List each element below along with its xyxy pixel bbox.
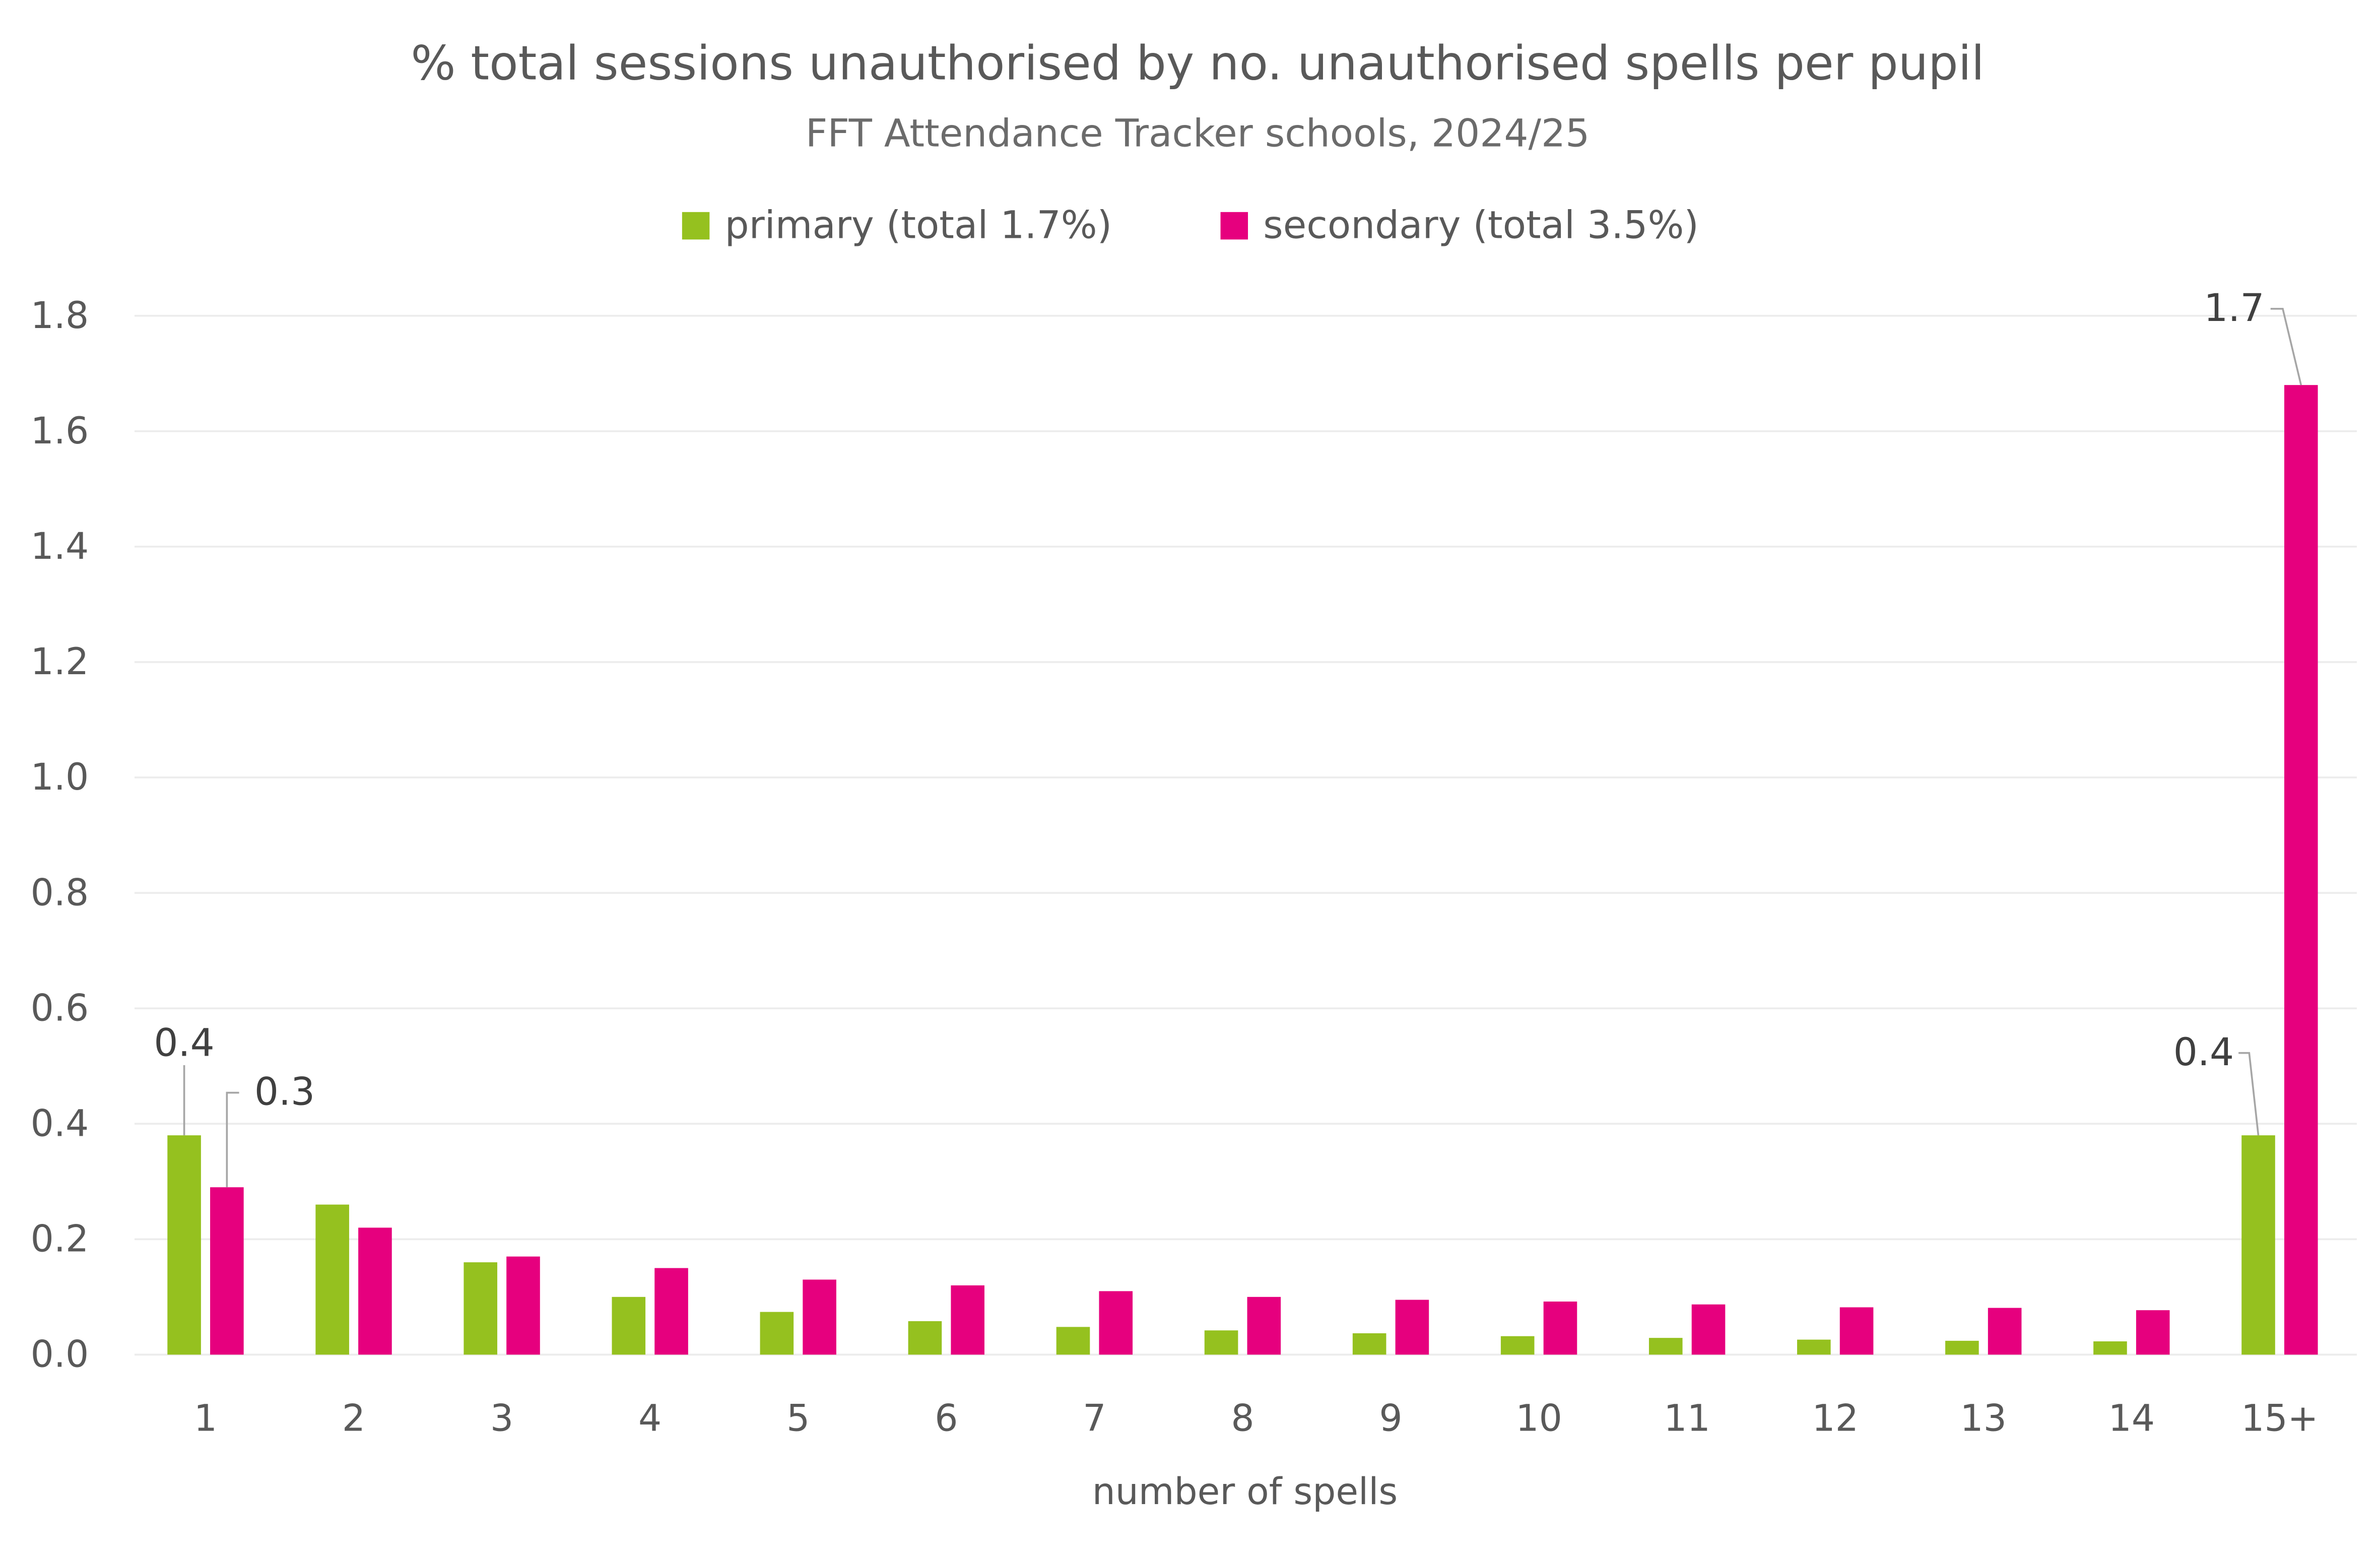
- x-tick-label: 7: [1083, 1398, 1106, 1440]
- x-tick-label: 10: [1515, 1398, 1562, 1440]
- x-tick-label: 8: [1231, 1398, 1254, 1440]
- bar-secondary: [506, 1256, 540, 1355]
- y-tick-label: 0.6: [31, 987, 89, 1029]
- y-tick-label: 0.0: [31, 1334, 89, 1376]
- y-tick-label: 1.0: [31, 756, 89, 799]
- bar-primary: [612, 1296, 646, 1355]
- x-tick-label: 12: [1812, 1398, 1858, 1440]
- bar-secondary: [1691, 1304, 1726, 1355]
- x-tick-label: 13: [1960, 1398, 2007, 1440]
- bar-primary: [1797, 1339, 1831, 1355]
- bar-primary: [464, 1262, 498, 1355]
- bar-primary: [1500, 1336, 1535, 1355]
- leader-line: [2238, 1052, 2260, 1136]
- y-tick-label: 1.6: [31, 410, 89, 452]
- legend-label: primary (total 1.7%): [725, 203, 1112, 247]
- data-label: 0.4: [154, 1021, 214, 1065]
- bar-secondary: [1839, 1307, 1874, 1355]
- bar-secondary: [358, 1227, 392, 1355]
- bar-primary: [2093, 1341, 2127, 1355]
- y-tick-label: 1.2: [31, 641, 89, 683]
- data-label: 0.3: [254, 1070, 315, 1114]
- x-tick-label: 1: [194, 1398, 217, 1440]
- bar-primary: [315, 1204, 349, 1355]
- legend-swatch: [682, 212, 710, 240]
- x-tick-label: 11: [1664, 1398, 1710, 1440]
- y-tick-label: 1.8: [31, 295, 89, 337]
- data-label: 0.4: [2173, 1030, 2234, 1074]
- chart-title: % total sessions unauthorised by no. una…: [411, 36, 1985, 91]
- bar-primary: [2241, 1135, 2275, 1355]
- bar-primary: [1056, 1327, 1090, 1355]
- bar-secondary: [951, 1285, 985, 1355]
- bar-secondary: [2284, 385, 2318, 1355]
- bar-primary: [167, 1135, 201, 1355]
- bar-secondary: [1543, 1302, 1577, 1355]
- y-tick-label: 0.4: [31, 1103, 89, 1145]
- bar-secondary: [1395, 1300, 1429, 1355]
- legend: primary (total 1.7%) secondary (total 3.5…: [682, 203, 1699, 247]
- leader-line: [2270, 307, 2302, 385]
- x-tick-label: 4: [638, 1398, 662, 1440]
- legend-swatch: [1220, 212, 1248, 240]
- bar-primary: [1352, 1333, 1386, 1355]
- bar-secondary: [654, 1268, 688, 1355]
- bar-primary: [1204, 1330, 1238, 1355]
- y-tick-label: 1.4: [31, 526, 89, 568]
- bar-secondary: [2136, 1310, 2170, 1355]
- x-axis-label: number of spells: [1092, 1471, 1398, 1513]
- bar-secondary: [1099, 1291, 1133, 1355]
- data-label: 1.7: [2204, 286, 2264, 330]
- chart-subtitle: FFT Attendance Tracker schools, 2024/25: [806, 111, 1590, 156]
- bar-secondary: [1247, 1296, 1281, 1355]
- bar-primary: [760, 1312, 794, 1355]
- legend-label: secondary (total 3.5%): [1263, 203, 1699, 247]
- bar-primary: [1945, 1340, 1979, 1355]
- x-tick-label: 9: [1379, 1398, 1402, 1440]
- x-tick-label: 6: [935, 1398, 958, 1440]
- bar-secondary: [210, 1187, 244, 1355]
- bar-primary: [908, 1321, 942, 1355]
- bar-secondary: [1988, 1308, 2022, 1355]
- x-tick-label: 2: [342, 1398, 365, 1440]
- y-tick-label: 0.8: [31, 872, 89, 914]
- bar-primary: [1648, 1338, 1683, 1355]
- x-tick-label: 14: [2108, 1398, 2155, 1440]
- x-tick-label: 5: [786, 1398, 810, 1440]
- bar-secondary: [803, 1279, 836, 1355]
- leader-line: [226, 1091, 239, 1188]
- x-tick-label: 15+: [2241, 1398, 2318, 1440]
- x-tick-label: 3: [490, 1398, 513, 1440]
- y-tick-label: 0.2: [31, 1218, 89, 1261]
